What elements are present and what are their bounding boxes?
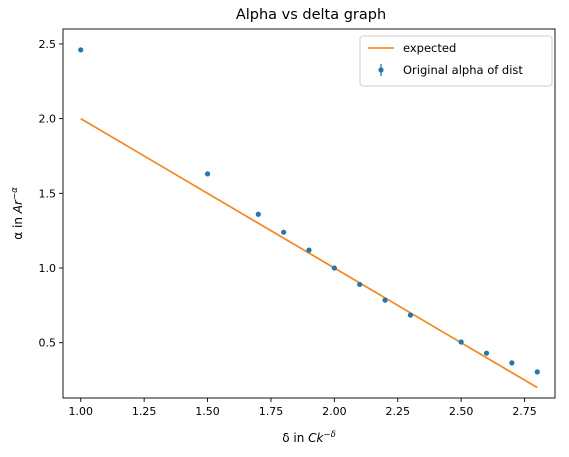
data-point <box>281 229 287 235</box>
data-point <box>306 247 312 253</box>
legend-label: expected <box>403 41 456 55</box>
legend-box <box>359 35 553 87</box>
x-tick-label: 2.75 <box>512 405 537 418</box>
y-tick-label: 1.0 <box>39 262 57 275</box>
axes: 1.00 1.25 1.50 1.75 2.00 2.25 2.50 2.75 0.5 1.0 1.… <box>10 28 556 445</box>
x-tick-label: 1.25 <box>132 405 157 418</box>
plot-area <box>78 47 540 389</box>
data-point <box>407 312 414 318</box>
x-tick-label: 1.50 <box>195 405 220 418</box>
data-point <box>509 360 515 366</box>
plot-frame <box>62 28 556 399</box>
series-line-0 <box>80 117 538 389</box>
y-tick-label: 2.0 <box>39 113 57 126</box>
data-point <box>382 297 388 303</box>
x-tick-label: 2.00 <box>322 405 347 418</box>
legend: expected Original alpha of dist <box>359 35 553 87</box>
data-point <box>483 350 490 356</box>
y-tick-label: 2.5 <box>39 38 57 51</box>
chart-title: Alpha vs delta graph <box>236 7 386 23</box>
x-tick-label: 2.50 <box>449 405 474 418</box>
x-tick-label: 1.75 <box>259 405 284 418</box>
data-point <box>458 339 464 345</box>
y-axis-label: α in Ar−α <box>10 187 25 240</box>
legend-label: Original alpha of dist <box>403 63 523 77</box>
y-tick-label: 0.5 <box>39 337 57 350</box>
legend-point-swatch <box>378 67 384 73</box>
x-axis-label: δ in Ck−δ <box>282 430 336 445</box>
data-point <box>255 211 261 217</box>
data-point <box>331 265 337 271</box>
data-point <box>357 281 363 288</box>
x-tick-label: 1.00 <box>69 405 94 418</box>
data-point <box>204 171 211 177</box>
data-point <box>534 369 540 375</box>
x-tick-label: 2.25 <box>386 405 411 418</box>
data-point <box>78 47 84 53</box>
y-tick-label: 1.5 <box>39 187 57 200</box>
